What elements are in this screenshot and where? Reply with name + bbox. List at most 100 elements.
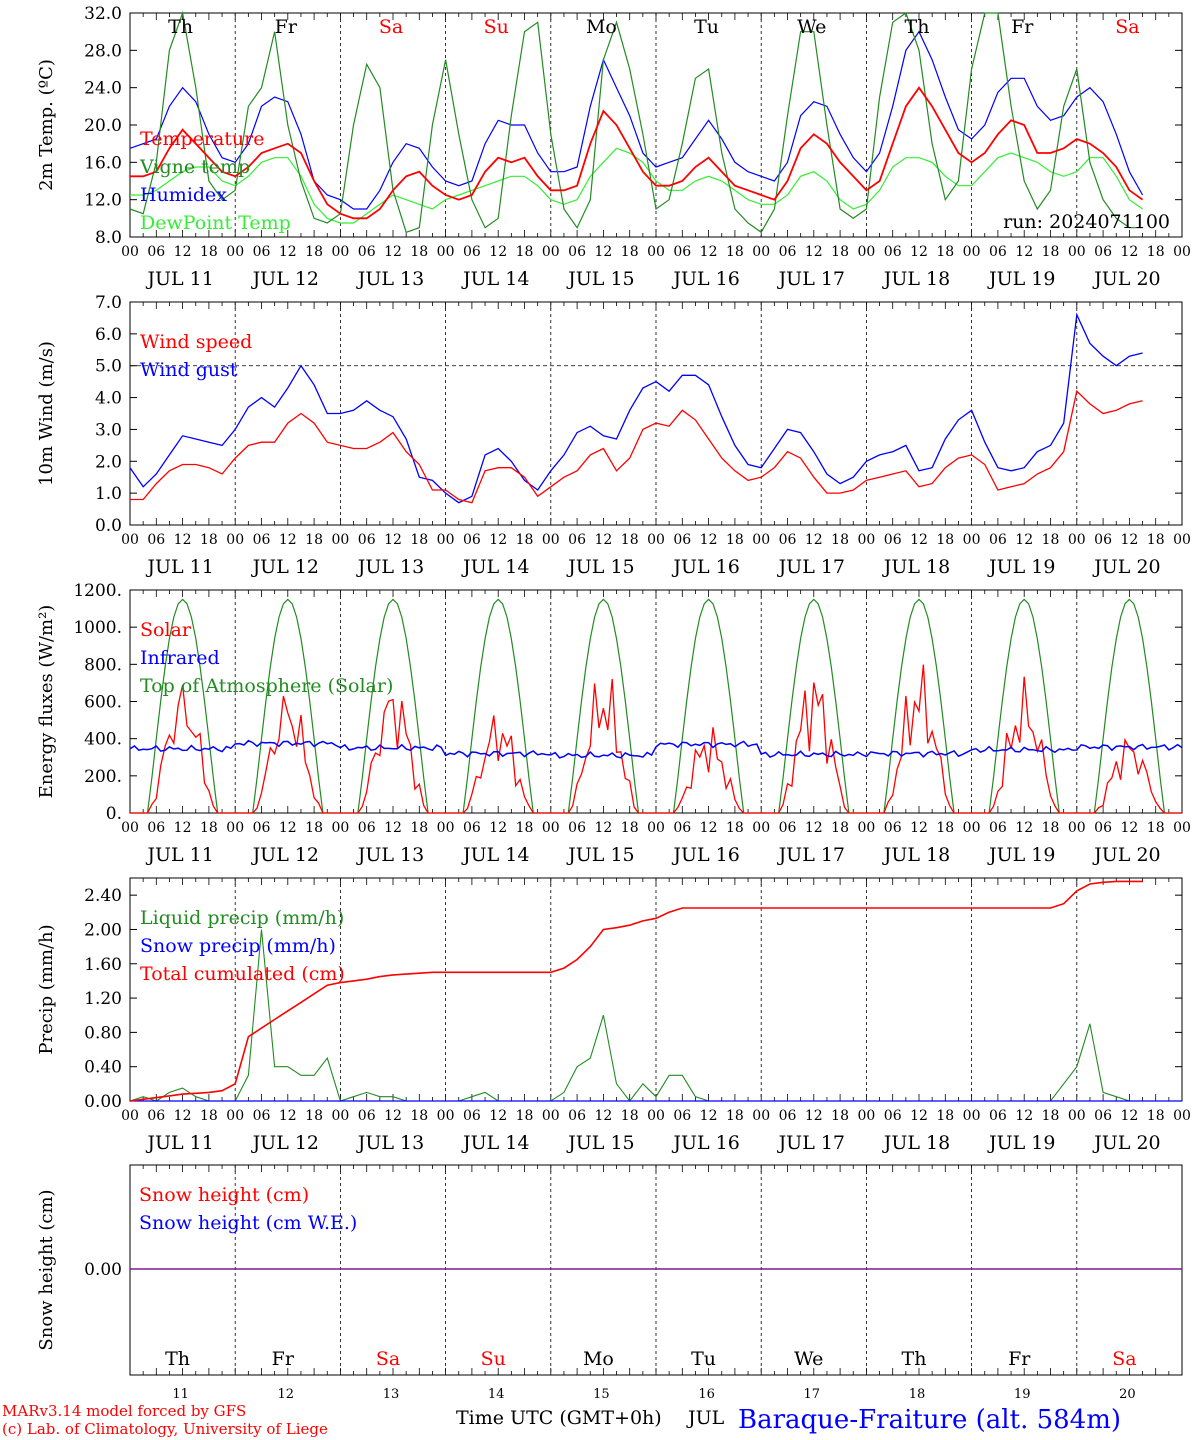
hour-tick-label: 00: [437, 244, 455, 260]
hour-tick-label: 18: [621, 1108, 639, 1124]
hour-tick-label: 06: [989, 532, 1007, 548]
hour-tick-label: 00: [1173, 532, 1191, 548]
station-title: Baraque-Fraiture (alt. 584m): [738, 1405, 1121, 1435]
day-number: 14: [488, 1387, 505, 1402]
hour-tick-label: 12: [1015, 532, 1033, 548]
day-label: JUL 14: [461, 1132, 529, 1154]
y-tick-label: 1.0: [95, 484, 122, 504]
hour-tick-label: 12: [594, 532, 612, 548]
day-label: JUL 15: [566, 556, 634, 578]
y-tick-label: 2.0: [95, 452, 122, 472]
hour-tick-label: 12: [910, 532, 928, 548]
hour-tick-label: 18: [516, 1108, 534, 1124]
hour-tick-label: 00: [1068, 532, 1086, 548]
hour-tick-label: 00: [752, 820, 770, 836]
day-label: JUL 16: [671, 268, 739, 290]
y-tick-label: 12.0: [84, 191, 122, 211]
y-tick-label: 400.: [84, 730, 122, 750]
hour-tick-label: 06: [147, 244, 165, 260]
day-label: JUL 13: [356, 844, 424, 866]
day-label: JUL 14: [461, 556, 529, 578]
hour-tick-label: 00: [542, 1108, 560, 1124]
y-axis-label: Precip (mm/h): [36, 924, 57, 1054]
hour-tick-label: 18: [200, 532, 218, 548]
day-label: JUL 18: [882, 268, 950, 290]
hour-tick-label: 06: [884, 532, 902, 548]
day-label: JUL 16: [671, 1132, 739, 1154]
y-axis-label: Energy fluxes (W/m²): [36, 605, 57, 799]
y-tick-label: 200.: [84, 767, 122, 787]
day-label: JUL 12: [251, 556, 319, 578]
panel-frame: [129, 589, 1183, 814]
hour-tick-label: 12: [805, 244, 823, 260]
hour-tick-label: 06: [147, 532, 165, 548]
hour-tick-label: 12: [805, 1108, 823, 1124]
panel-1: 2m Temp. (ºC) 00 06 12 18 JUL 11 00 06 12 18 JUL 1…: [36, 4, 1191, 290]
hour-tick-label: 00: [1173, 820, 1191, 836]
hour-tick-label: 00: [857, 244, 875, 260]
day-label: JUL 20: [1092, 844, 1160, 866]
day-number: 12: [278, 1387, 295, 1402]
hour-tick-label: 06: [147, 820, 165, 836]
legend-entry: DewPoint Temp: [140, 212, 291, 234]
hour-tick-label: 06: [253, 820, 271, 836]
weekday-label: Th: [168, 16, 193, 38]
day-label: JUL 17: [777, 844, 845, 866]
hour-tick-label: 06: [358, 244, 376, 260]
hour-tick-label: 06: [779, 244, 797, 260]
hour-tick-label: 00: [437, 532, 455, 548]
panel-3: Energy fluxes (W/m²) 00 06 12 18 JUL 11 00 06 12…: [36, 581, 1191, 866]
day-label: JUL 15: [566, 268, 634, 290]
hour-tick-label: 18: [305, 244, 323, 260]
series-wind-gust: [129, 312, 1143, 504]
hour-tick-label: 18: [936, 1108, 954, 1124]
series-infrared: [129, 739, 1183, 759]
day-label: JUL 12: [251, 1132, 319, 1154]
y-tick-label: 2.40: [84, 886, 122, 906]
weekday-label: Th: [165, 1348, 190, 1370]
day-number: 18: [909, 1387, 926, 1402]
hour-tick-label: 18: [936, 244, 954, 260]
weekday-label: Mo: [583, 1348, 614, 1370]
hour-tick-label: 00: [963, 820, 981, 836]
day-label: JUL 17: [777, 556, 845, 578]
y-tick-label: 16.0: [84, 153, 122, 173]
hour-tick-label: 06: [463, 1108, 481, 1124]
hour-tick-label: 00: [963, 1108, 981, 1124]
weekday-label: Mo: [586, 16, 617, 38]
hour-tick-label: 12: [1015, 820, 1033, 836]
series-total-cumulated: [129, 880, 1143, 1102]
hour-tick-label: 18: [726, 532, 744, 548]
hour-tick-label: 00: [331, 244, 349, 260]
hour-tick-label: 00: [331, 820, 349, 836]
y-tick-label: 5.0: [95, 357, 122, 377]
hour-tick-label: 00: [1068, 820, 1086, 836]
hour-tick-label: 00: [647, 1108, 665, 1124]
day-number: 13: [383, 1387, 400, 1402]
day-label: JUL 12: [251, 268, 319, 290]
hour-tick-label: 18: [621, 820, 639, 836]
day-label: JUL 19: [987, 268, 1055, 290]
hour-tick-label: 12: [489, 820, 507, 836]
weekday-label: Su: [481, 1348, 506, 1370]
weekday-label: Su: [484, 16, 509, 38]
hour-tick-label: 18: [1147, 820, 1165, 836]
hour-tick-label: 06: [568, 820, 586, 836]
y-tick-label: 600.: [84, 693, 122, 713]
day-label: JUL 11: [145, 844, 213, 866]
day-label: JUL 16: [671, 556, 739, 578]
hour-tick-label: 12: [489, 244, 507, 260]
weekday-label: Sa: [379, 16, 403, 38]
day-label: JUL 20: [1092, 556, 1160, 578]
panel-4: Precip (mm/h) 00 06 12 18 JUL 11 00 06 12 18 JUL 1…: [36, 877, 1191, 1154]
hour-tick-label: 06: [358, 1108, 376, 1124]
hour-tick-label: 06: [673, 1108, 691, 1124]
hour-tick-label: 06: [463, 820, 481, 836]
weekday-label: We: [797, 16, 826, 38]
y-tick-label: 20.0: [84, 116, 122, 136]
legend-entry: Liquid precip (mm/h): [140, 907, 344, 929]
series-wind-speed: [130, 389, 1143, 504]
y-tick-label: 800.: [84, 655, 122, 675]
legend-entry: Vigne temp: [139, 156, 250, 178]
hour-tick-label: 00: [857, 820, 875, 836]
